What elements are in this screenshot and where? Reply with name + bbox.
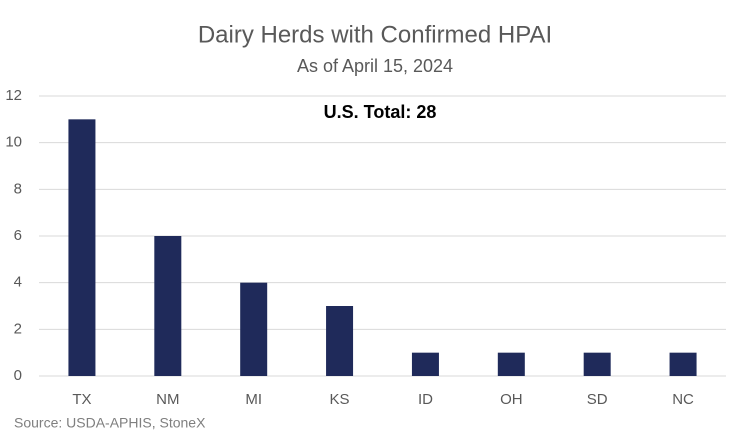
bar	[583, 352, 611, 376]
x-tick-label: NC	[672, 391, 694, 408]
bar	[497, 352, 525, 376]
x-tick-label: TX	[72, 391, 91, 408]
y-tick-label: 10	[5, 134, 22, 151]
x-tick-label: OH	[500, 391, 523, 408]
x-tick-label: SD	[587, 391, 608, 408]
bar	[326, 306, 354, 376]
bar	[154, 236, 182, 376]
y-tick-label: 12	[5, 87, 22, 104]
y-tick-label: 8	[14, 180, 22, 197]
chart-title: Dairy Herds with Confirmed HPAI	[198, 21, 552, 48]
y-tick-label: 0	[14, 367, 22, 384]
chart-subtitle: As of April 15, 2024	[297, 56, 453, 76]
bar	[68, 119, 96, 376]
y-tick-label: 4	[14, 274, 22, 291]
annotation: U.S. Total: 28	[324, 102, 437, 122]
source-note: Source: USDA-APHIS, StoneX	[14, 415, 206, 431]
x-tick-label: ID	[418, 391, 433, 408]
x-tick-label: NM	[156, 391, 179, 408]
bar	[240, 282, 268, 376]
bar	[411, 352, 439, 376]
bar	[669, 352, 697, 376]
x-tick-label: MI	[245, 391, 262, 408]
y-tick-label: 2	[14, 320, 22, 337]
x-tick-label: KS	[330, 391, 350, 408]
y-tick-label: 6	[14, 227, 22, 244]
